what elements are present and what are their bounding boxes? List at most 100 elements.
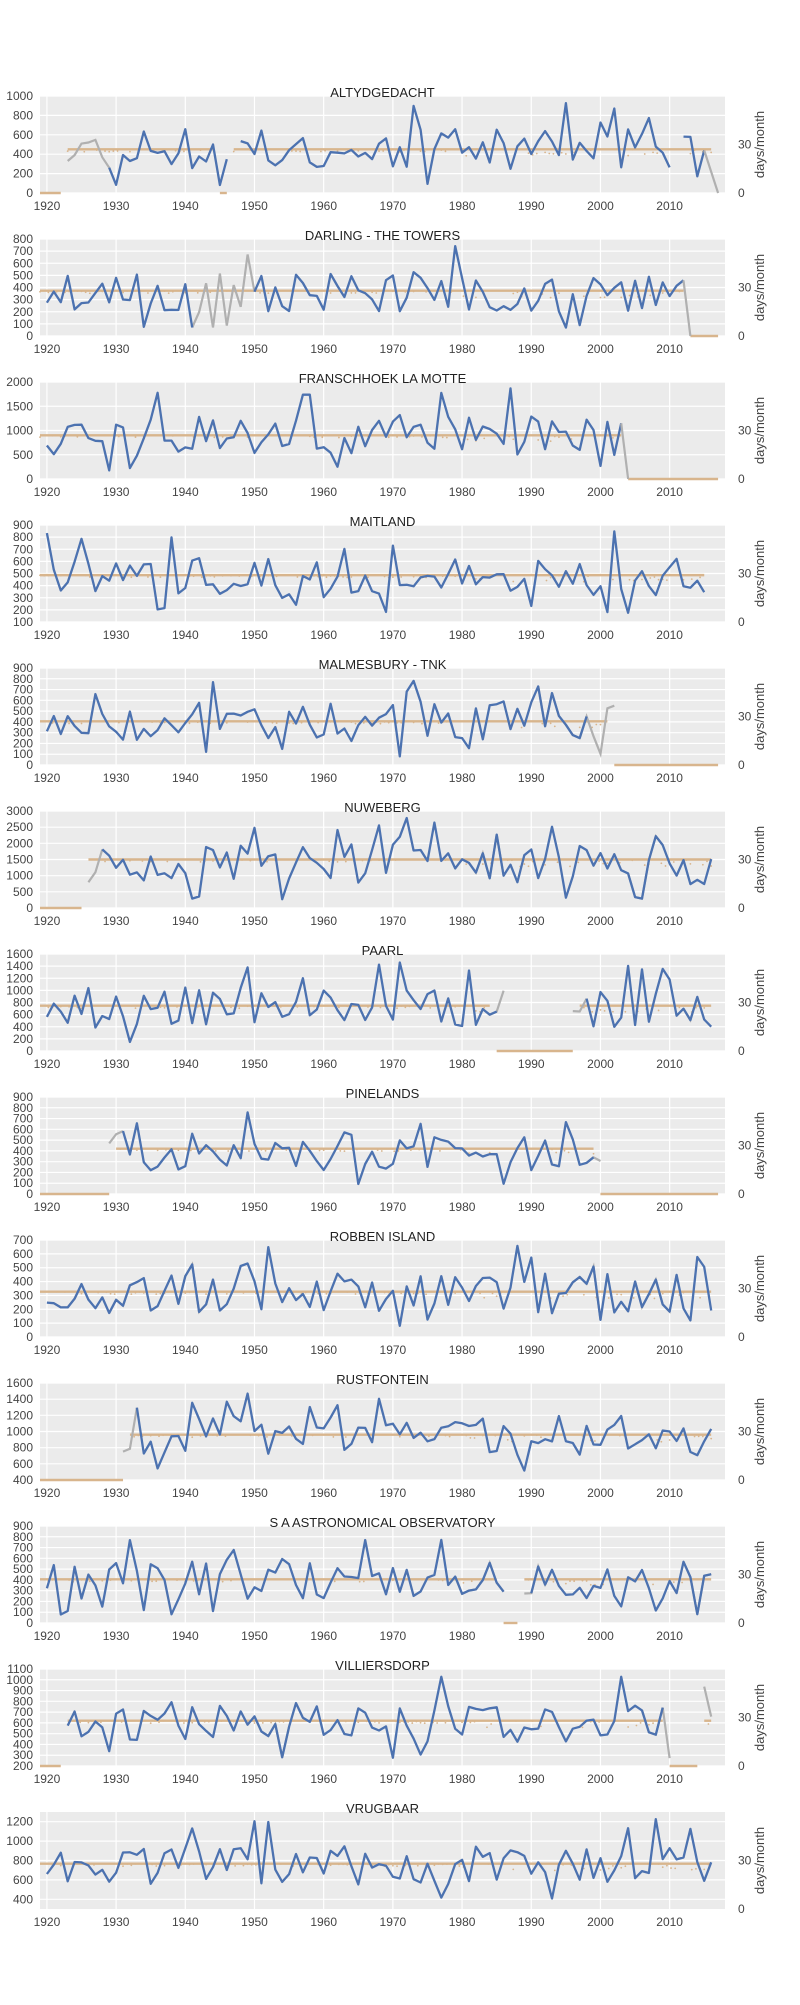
days-dot [101,290,104,293]
days-dot [66,150,69,152]
y-tick-label: 400 [13,1275,33,1289]
days-dot [657,1009,660,1012]
days-dot [573,1580,576,1583]
days-dot [612,436,614,439]
days-dot [393,1150,396,1153]
x-tick-label: 1980 [449,1200,476,1214]
days-dot [441,436,444,439]
x-tick-label: 1980 [449,1057,476,1071]
y-tick-label: 600 [13,1247,33,1261]
x-tick-label: 1990 [518,1200,545,1214]
rainfall-series-line [45,1818,713,1900]
days-dot [80,1292,83,1295]
days-dot [275,575,278,578]
y-tick-label: 1500 [6,853,33,867]
days-dot [209,291,212,294]
days-dot [436,1722,439,1724]
days-dot [141,860,144,862]
rainfall-series-line [45,530,706,614]
days-dot [391,1579,394,1582]
days-dot [230,1579,232,1582]
days-dot [259,1291,261,1294]
days-dot [624,1865,627,1868]
days-dot [282,148,285,151]
y-tick-label: 700 [13,244,33,258]
days-dot [540,1725,542,1728]
y-tick-label: 300 [13,1748,33,1762]
days-dot [558,292,560,295]
days-dot [378,1722,380,1724]
x-tick-label: 1940 [172,199,199,213]
days-dot [462,574,465,577]
days-dot [606,862,609,865]
y-tick-label: 900 [13,1684,33,1698]
days-dot [665,579,668,582]
days-dot [649,294,652,297]
days-dot [494,1434,497,1437]
days-dot [183,1722,185,1724]
rainfall-series-line [108,128,228,187]
days-dot [126,1863,129,1865]
rainfall-series-line [585,964,713,1028]
x-tick-label: 1970 [380,914,407,928]
days-dot [304,1291,307,1294]
y-tick-label: 600 [13,1008,33,1022]
y-tick-label: 500 [13,448,33,462]
days-dot [84,291,87,294]
y-tick-label: 3000 [6,804,33,818]
days-dot [155,720,158,723]
days-dot [328,1433,331,1436]
days-dot [555,1151,558,1154]
days-dot [391,576,394,579]
right-tick-label: 0 [738,472,745,486]
x-tick-label: 1940 [172,1057,199,1071]
plot-area [40,1526,725,1623]
y-tick-label: 200 [13,167,33,181]
days-dot [357,1721,360,1724]
x-tick-label: 1920 [34,1057,61,1071]
days-dot [685,859,688,862]
days-dot [192,1863,195,1866]
days-dot [607,1867,610,1870]
days-dot [250,1863,253,1866]
days-dot [382,150,385,152]
days-dot [151,721,153,723]
days-dot [367,290,369,292]
days-dot [130,1864,133,1867]
days-dot [39,574,41,577]
x-tick-label: 1970 [380,1915,407,1929]
days-dot [454,1005,457,1008]
days-dot [221,1580,224,1583]
days-dot [358,1580,361,1583]
days-dot [220,1720,223,1723]
days-dot [149,1722,152,1725]
days-dot [394,859,397,861]
days-dot [88,292,91,295]
days-dot [346,1863,349,1866]
filled-series-line [122,1407,138,1453]
right-axis-label: days/month [752,1255,767,1322]
days-dot [367,1006,369,1008]
x-tick-label: 1960 [310,485,337,499]
days-dot [703,1868,706,1871]
days-dot [582,1293,585,1296]
days-dot [308,1578,311,1581]
days-dot [232,1720,235,1723]
days-dot [412,1292,415,1295]
days-dot [300,1578,303,1581]
x-tick-label: 1950 [241,1486,268,1500]
days-dot [603,296,606,299]
days-dot [177,1149,180,1152]
days-dot [473,1720,476,1723]
days-dot [225,1293,228,1295]
days-dot [350,721,353,724]
days-dot [664,1578,667,1581]
days-dot [400,721,403,724]
days-dot [344,1436,347,1438]
days-dot [394,1720,397,1723]
rainfall-series-line [45,679,588,758]
x-tick-label: 1990 [518,1915,545,1929]
y-tick-label: 2500 [6,820,33,834]
days-dot [591,1010,594,1013]
y-tick-label: 500 [13,1562,33,1576]
